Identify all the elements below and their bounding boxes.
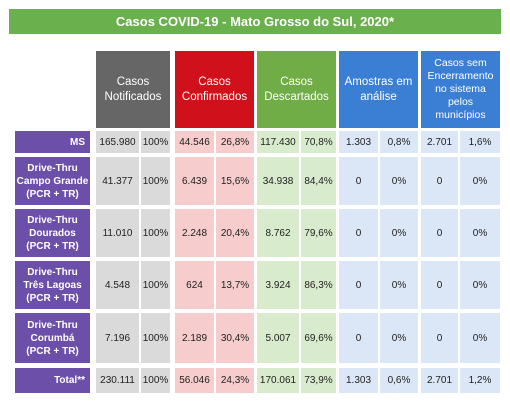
table-cell: 1,2% (460, 368, 500, 393)
table-cell: 15,6% (216, 157, 254, 205)
table-cell: 100% (141, 313, 170, 363)
table-cell: 0% (460, 313, 500, 363)
table-cell: 30,4% (216, 313, 254, 363)
table-cell: 34.938 (257, 157, 299, 205)
table-cell: 230.111 (96, 368, 139, 393)
table-cell: 2.248 (175, 209, 214, 257)
table-cell: 0% (380, 313, 418, 363)
table-cell: 73,9% (301, 368, 336, 393)
table-cell: 100% (141, 209, 170, 257)
table-cell: 0 (339, 209, 378, 257)
table-cell: 165.980 (96, 131, 139, 153)
header-sem-encerramento: Casos sem Encerramento no sistema pelos … (421, 51, 500, 128)
table-cell: 624 (175, 261, 214, 309)
row-label: Drive-Thru Corumbá (PCR + TR) (15, 313, 90, 363)
table-cell: 100% (141, 157, 170, 205)
table-cell: 0% (380, 157, 418, 205)
header-notificados: Casos Notificados (96, 51, 170, 128)
table-cell: 84,4% (301, 157, 336, 205)
table-cell: 69,6% (301, 313, 336, 363)
table-cell: 0,8% (380, 131, 418, 153)
table-cell: 100% (141, 131, 170, 153)
table-title: Casos COVID-19 - Mato Grosso do Sul, 202… (9, 9, 501, 34)
header-confirmados: Casos Confirmados (175, 51, 254, 128)
table-cell: 0% (460, 157, 500, 205)
table-cell: 86,3% (301, 261, 336, 309)
table-cell: 0 (421, 209, 458, 257)
row-label: Drive-Thru Dourados (PCR + TR) (15, 209, 90, 257)
table-cell: 6.439 (175, 157, 214, 205)
table-cell: 11.010 (96, 209, 139, 257)
table-cell: 8.762 (257, 209, 299, 257)
table-cell: 117.430 (257, 131, 299, 153)
row-label: MS (15, 131, 90, 153)
table-cell: 0 (421, 157, 458, 205)
row-label: Drive-Thru Três Lagoas (PCR + TR) (15, 261, 90, 309)
table-cell: 2.701 (421, 131, 458, 153)
row-label: Drive-Thru Campo Grande (PCR + TR) (15, 157, 90, 205)
table-cell: 7.196 (96, 313, 139, 363)
header-descartados: Casos Descartados (257, 51, 336, 128)
row-label: Total** (15, 368, 90, 393)
table-cell: 79,6% (301, 209, 336, 257)
table-cell: 3.924 (257, 261, 299, 309)
table-cell: 20,4% (216, 209, 254, 257)
table-cell: 1,6% (460, 131, 500, 153)
table-cell: 100% (141, 261, 170, 309)
table-cell: 0 (339, 157, 378, 205)
table-cell: 13,7% (216, 261, 254, 309)
table-cell: 0 (421, 261, 458, 309)
table-cell: 2.189 (175, 313, 214, 363)
table-cell: 0% (380, 209, 418, 257)
table-cell: 2.701 (421, 368, 458, 393)
table-cell: 0,6% (380, 368, 418, 393)
table-cell: 44.546 (175, 131, 214, 153)
header-amostras: Amostras em análise (339, 51, 418, 128)
table-cell: 70,8% (301, 131, 336, 153)
table-cell: 1.303 (339, 131, 378, 153)
table-cell: 0% (460, 209, 500, 257)
table-cell: 24,3% (216, 368, 254, 393)
table-cell: 0% (380, 261, 418, 309)
table-cell: 0 (421, 313, 458, 363)
table-cell: 1.303 (339, 368, 378, 393)
table-cell: 4.548 (96, 261, 139, 309)
table-cell: 26,8% (216, 131, 254, 153)
table-cell: 56.046 (175, 368, 214, 393)
table-cell: 100% (141, 368, 170, 393)
table-cell: 5.007 (257, 313, 299, 363)
table-cell: 0 (339, 261, 378, 309)
table-cell: 0% (460, 261, 500, 309)
table-cell: 170.061 (257, 368, 299, 393)
table-cell: 0 (339, 313, 378, 363)
table-cell: 41.377 (96, 157, 139, 205)
